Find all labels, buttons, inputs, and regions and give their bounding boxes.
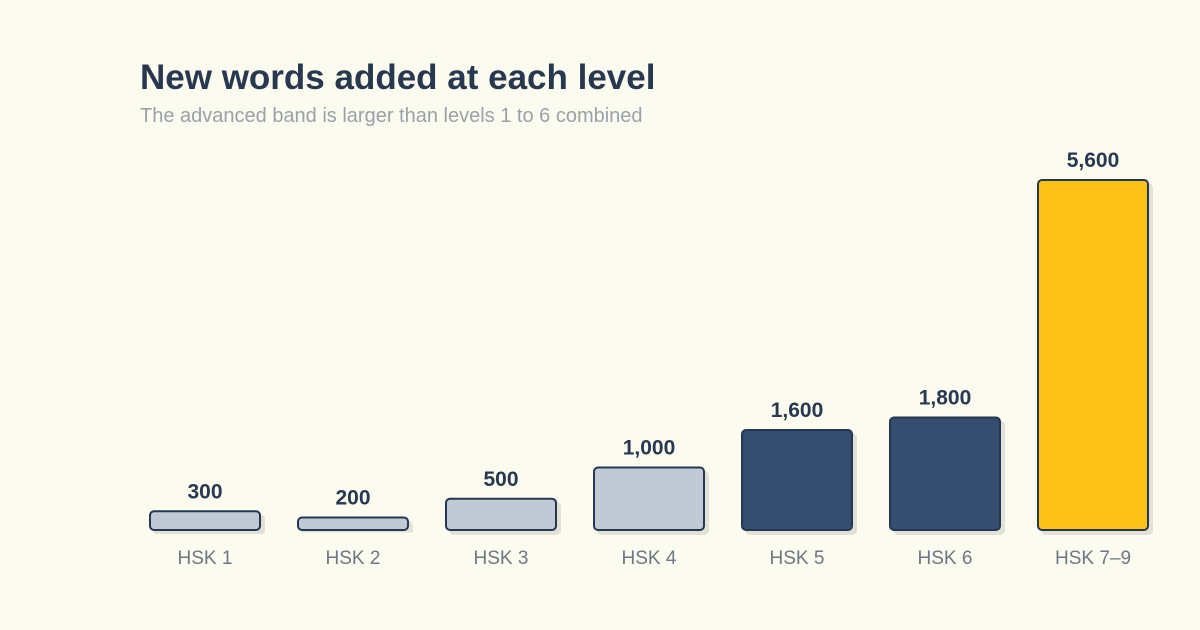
tick-label-hsk-2: HSK 2: [326, 548, 381, 569]
tick-label-hsk-4: HSK 4: [622, 548, 677, 569]
chart-subtitle: The advanced band is larger than levels …: [140, 105, 643, 127]
value-label-hsk-3: 500: [483, 468, 518, 491]
tick-label-hsk-6: HSK 6: [918, 548, 973, 569]
tick-label-hsk-1: HSK 1: [178, 548, 233, 569]
value-label-hsk-5: 1,600: [771, 399, 824, 422]
tick-label-hsk-7-9: HSK 7–9: [1055, 548, 1131, 569]
bar-hsk-6: [889, 416, 1001, 531]
bar-hsk-7-9: [1037, 179, 1149, 531]
bar-hsk-5: [741, 429, 853, 531]
tick-label-hsk-3: HSK 3: [474, 548, 529, 569]
value-label-hsk-1: 300: [187, 480, 222, 503]
value-label-hsk-4: 1,000: [623, 437, 676, 460]
x-axis-tick-labels: HSK 1 HSK 2 HSK 3 HSK 4 HSK 5 HSK 6 HSK 7–9: [178, 548, 1131, 569]
value-label-hsk-7-9: 5,600: [1067, 149, 1120, 172]
value-label-hsk-6: 1,800: [919, 387, 972, 410]
bars-group: [149, 179, 1149, 531]
value-labels-group: 300 200 500 1,000 1,600 1,800 5,600: [187, 149, 1119, 510]
bar-hsk-2: [297, 516, 409, 531]
value-label-hsk-2: 200: [335, 487, 370, 510]
tick-label-hsk-5: HSK 5: [770, 548, 825, 569]
bar-hsk-3: [445, 497, 557, 531]
bar-hsk-4: [593, 466, 705, 531]
chart-title: New words added at each level: [140, 58, 656, 97]
bar-hsk-1: [149, 510, 261, 531]
